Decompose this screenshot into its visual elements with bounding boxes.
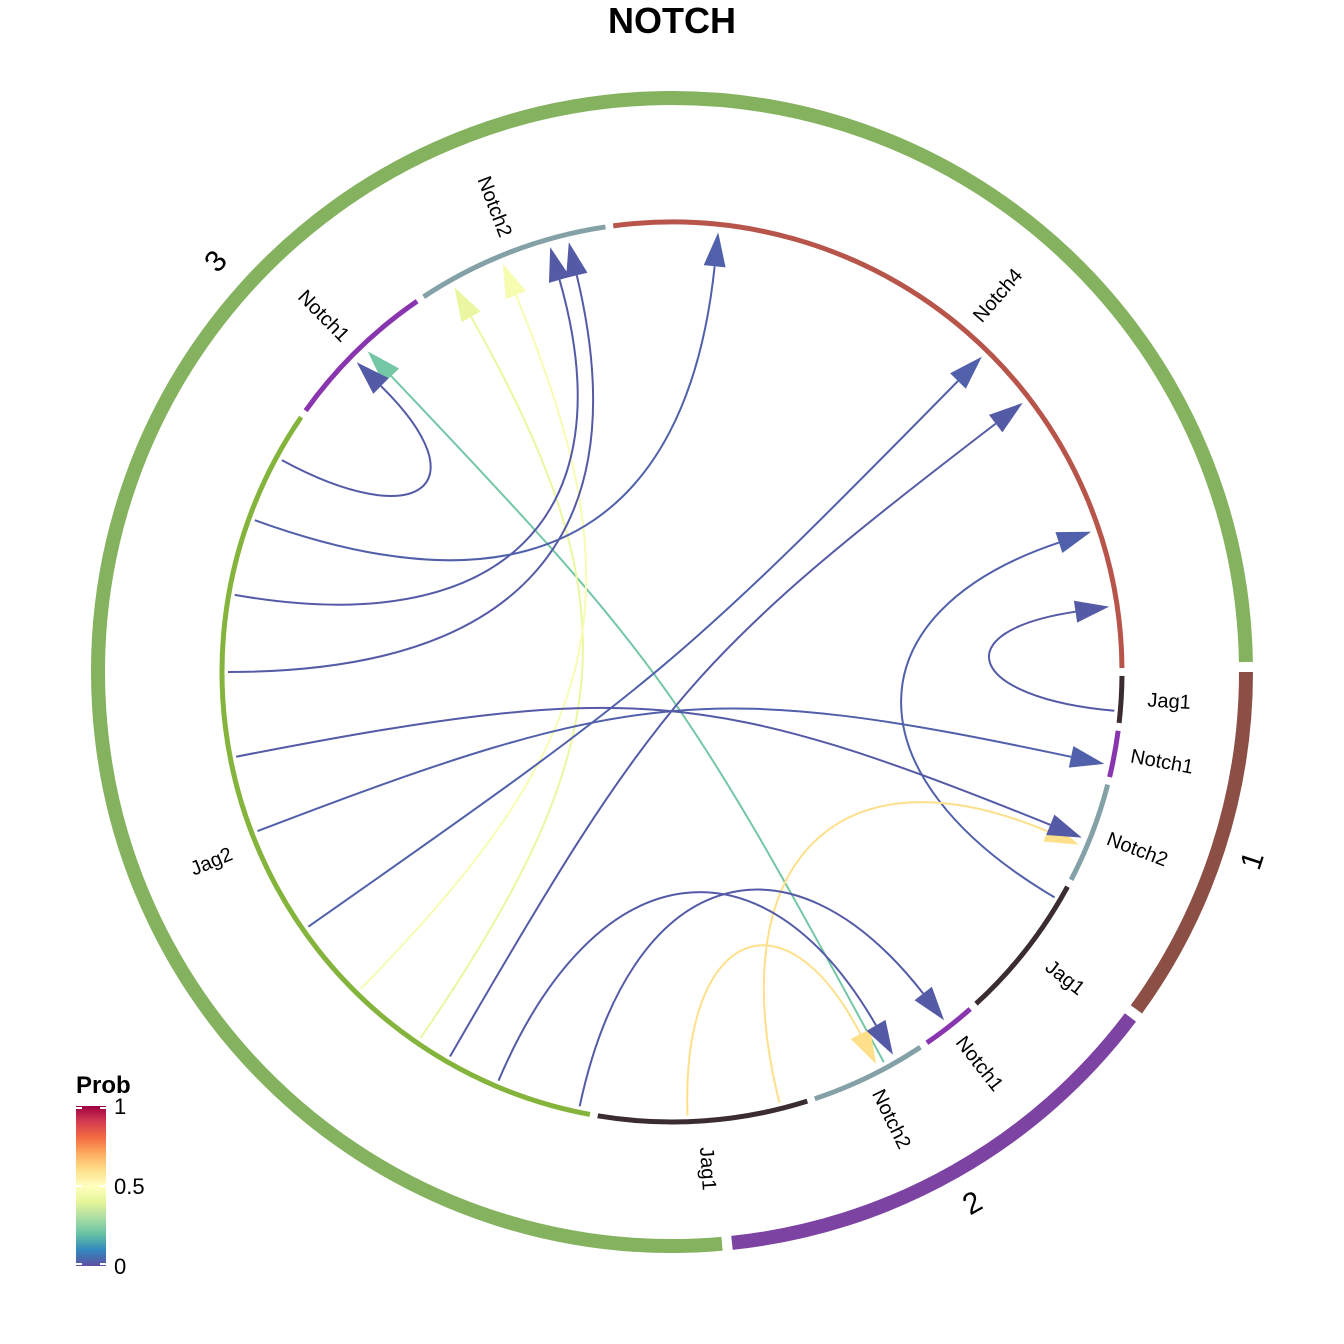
sector-ring	[219, 219, 1125, 1125]
sector-arc-notch1-5	[925, 1007, 972, 1045]
chord-link-9	[419, 316, 584, 1039]
sector-label-jag2-8: Jag2	[187, 843, 235, 880]
chord-arrowhead-13	[1046, 814, 1082, 838]
sector-label-notch2-3: Notch2	[1104, 828, 1171, 871]
chord-link-5	[686, 944, 862, 1116]
chord-arrowhead-14	[566, 242, 588, 278]
chord-link-17	[281, 385, 432, 497]
sector-label-notch4-11: Notch4	[969, 265, 1027, 327]
chord-link-4	[762, 801, 1048, 1104]
group-arc-1	[1130, 671, 1253, 1014]
sector-arc-notch2-6	[813, 1045, 922, 1102]
chord-link-11	[307, 380, 959, 928]
legend-tick-label: 0	[114, 1254, 126, 1279]
chord-link-8	[449, 422, 997, 1058]
chord-arrowhead-12	[1068, 746, 1105, 768]
prob-legend: Prob 10.50	[76, 1072, 145, 1279]
chord-arrowhead-2	[1055, 531, 1092, 553]
chord-link-14	[227, 275, 595, 673]
sector-arc-jag1-7	[597, 1098, 809, 1125]
chord-link-10	[360, 294, 588, 990]
group-label-2: 2	[957, 1185, 988, 1222]
chord-arrowhead-10	[502, 263, 527, 300]
sector-arc-notch1-2	[1107, 730, 1121, 778]
group-label-1: 1	[1234, 848, 1271, 874]
sector-label-jag1-7: Jag1	[695, 1146, 720, 1191]
chord-link-16	[254, 266, 716, 562]
chord-arrowhead-6	[914, 986, 945, 1021]
chord-arrowhead-17	[356, 362, 389, 394]
group-arc-3	[91, 91, 1253, 1253]
group-label-3: 3	[198, 244, 234, 278]
chord-arrowhead-15	[548, 247, 571, 283]
sector-label-notch2-10: Notch2	[473, 173, 516, 240]
sector-arc-jag1-1	[1116, 675, 1125, 724]
group-ring	[91, 91, 1253, 1253]
sector-arc-notch4-11	[612, 219, 1125, 669]
chord-arrowhead-1	[1073, 600, 1110, 623]
chord-arrowhead-16	[703, 232, 726, 268]
sector-label-notch2-6: Notch2	[867, 1086, 915, 1153]
legend-tick-label: 0.5	[114, 1174, 145, 1199]
chord-link-3	[390, 375, 885, 1063]
chord-link-7	[497, 891, 877, 1082]
chord-arrowhead-7	[866, 1019, 893, 1055]
sector-arc-jag1-4	[974, 885, 1070, 1006]
sector-label-jag1-4: Jag1	[1041, 956, 1089, 1000]
chord-links	[227, 232, 1115, 1116]
chart-title: NOTCH	[608, 0, 736, 41]
chord-arrowhead-5	[850, 1028, 877, 1065]
chord-link-2	[900, 541, 1060, 899]
sector-label-notch1-2: Notch1	[1129, 746, 1195, 779]
chord-link-15	[234, 279, 579, 606]
chord-arrowhead-8	[988, 402, 1023, 433]
group-arc-2	[731, 1013, 1137, 1250]
chord-arrowhead-9	[454, 287, 481, 323]
sector-arc-notch2-10	[422, 224, 606, 299]
chord-arrowhead-11	[950, 356, 982, 389]
sector-arc-notch2-3	[1068, 784, 1111, 881]
group-labels: 1 2 3	[198, 244, 1271, 1222]
chord-arrowhead-3	[367, 351, 400, 384]
sector-label-notch1-9: Notch1	[293, 286, 353, 347]
sector-arc-notch1-9	[303, 299, 419, 413]
legend-title: Prob	[76, 1072, 131, 1099]
legend-tick-label: 1	[114, 1094, 126, 1119]
chord-link-1	[988, 610, 1115, 712]
chord-link-6	[578, 888, 924, 1107]
chord-link-13	[235, 706, 1051, 826]
sector-label-jag1-1: Jag1	[1147, 689, 1192, 714]
sector-label-notch1-5: Notch1	[951, 1032, 1007, 1095]
legend-ticks: 10.50	[76, 1094, 145, 1279]
sector-arc-jag2-8	[219, 415, 591, 1117]
